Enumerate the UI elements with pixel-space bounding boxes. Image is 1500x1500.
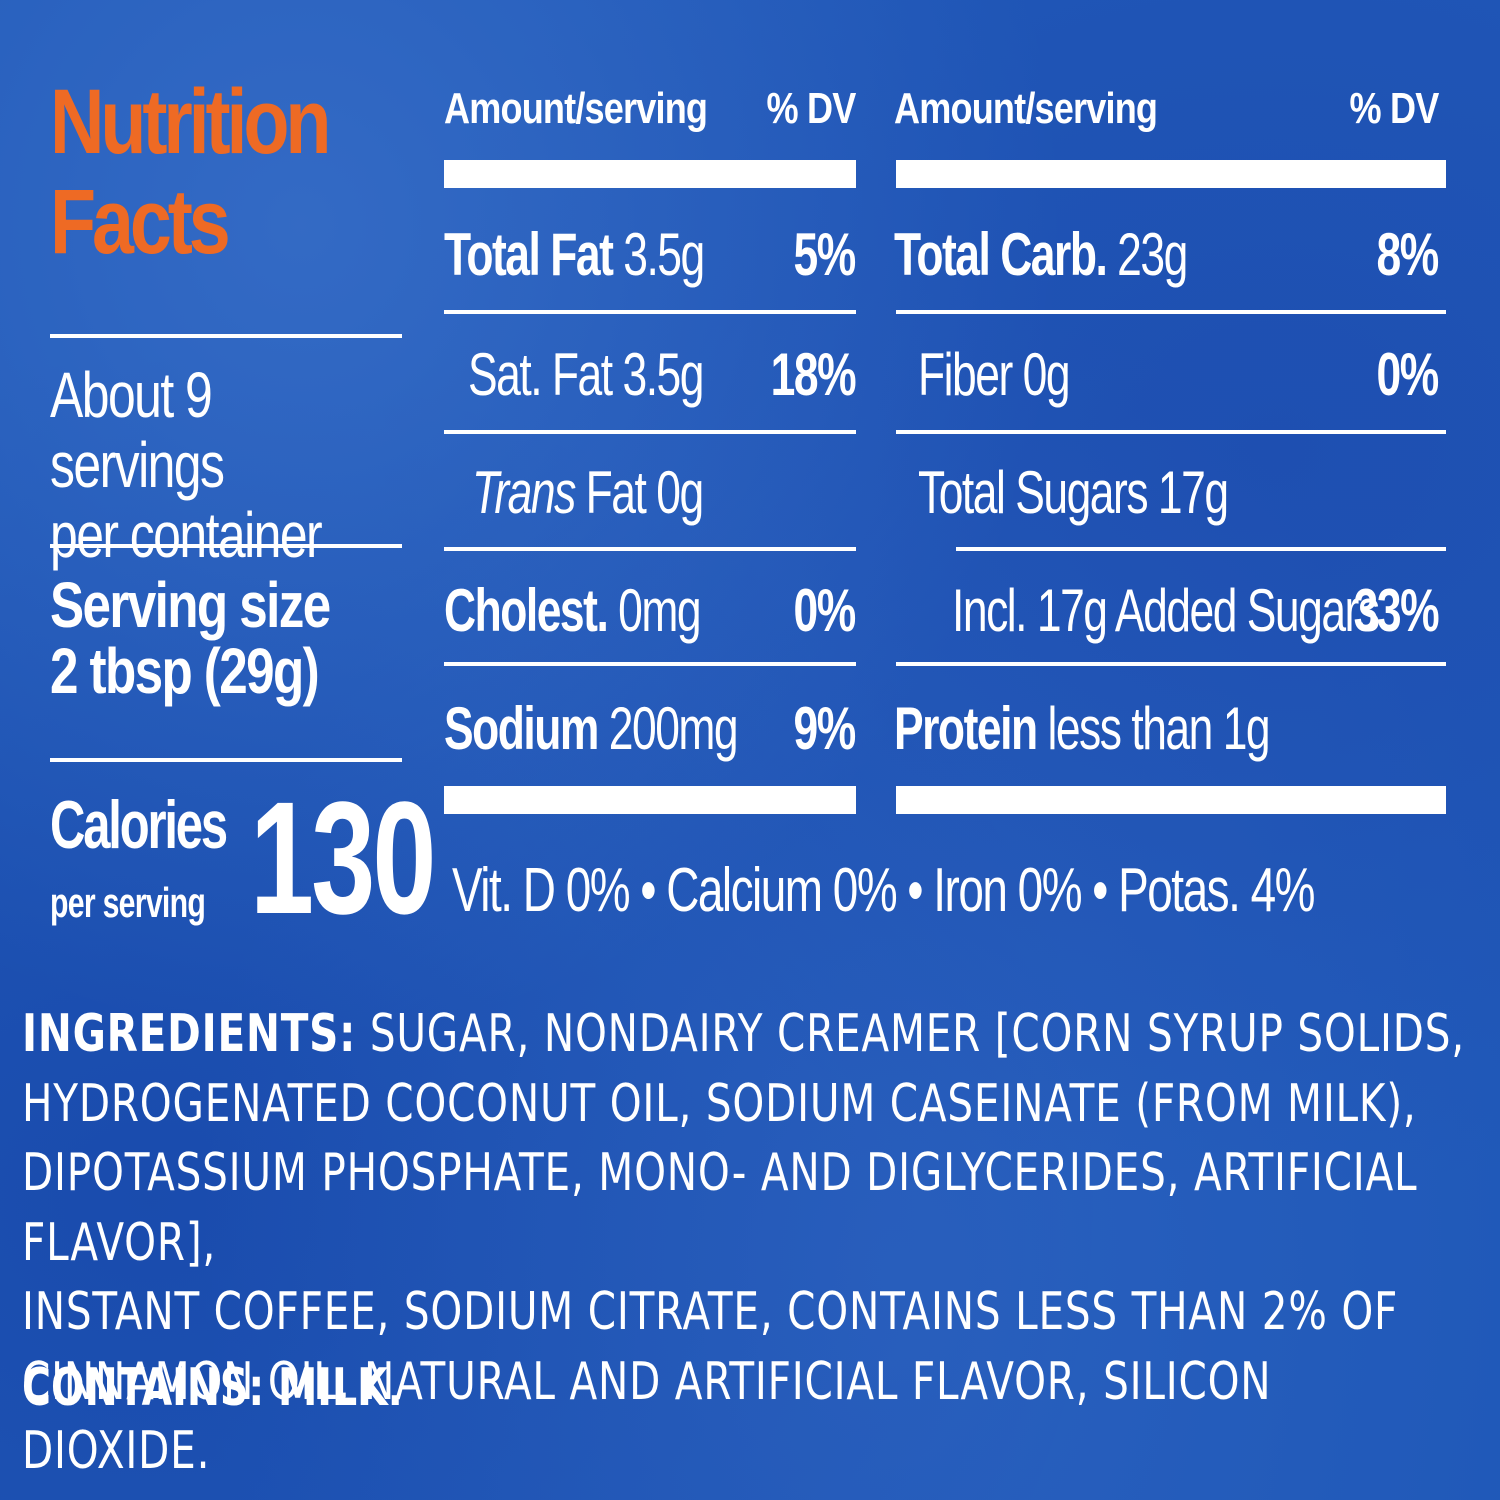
nutrient-name: Sodium [444, 695, 599, 762]
dv-total-fat: 5% [793, 221, 857, 288]
divider [444, 430, 856, 434]
row-total-sugars: Total Sugars 17g [918, 459, 1229, 526]
nutrient-amount: less than 1g [1047, 695, 1270, 762]
row-total-carb: Total Carb. 23g [894, 221, 1188, 288]
divider [896, 662, 1446, 666]
thick-divider [444, 786, 856, 814]
thick-divider [896, 160, 1446, 188]
ingredients-line: INGREDIENTS: SUGAR, NONDAIRY CREAMER [CO… [22, 1000, 1473, 1070]
dv-fiber: 0% [1376, 341, 1440, 408]
nutrient-name: Sat. Fat [468, 341, 613, 408]
row-sodium: Sodium 200mg [444, 695, 739, 762]
nutrient-name: Total Sugars [918, 459, 1149, 526]
dv-sat-fat: 18% [770, 341, 857, 408]
thick-divider [896, 786, 1446, 814]
row-trans-fat: Trans Fat 0g [472, 459, 704, 526]
nutrient-amount: 3.5g [622, 341, 704, 408]
nutrient-amount: 0mg [618, 577, 701, 644]
divider [896, 310, 1446, 314]
nutrient-name: Total Carb. [894, 221, 1108, 288]
nutrient-name: Fiber [918, 341, 1013, 408]
row-total-fat: Total Fat 3.5g [444, 221, 705, 288]
nutrient-name: Trans [472, 459, 576, 526]
dv-sodium: 9% [793, 695, 857, 762]
thick-divider [444, 160, 856, 188]
ingredients-list: INGREDIENTS: SUGAR, NONDAIRY CREAMER [CO… [22, 1000, 1473, 1487]
nutrient-name: Protein [894, 695, 1038, 762]
serving-size: Serving size 2 tbsp (29g) [50, 572, 386, 704]
nutrient-name: Cholest. [444, 577, 609, 644]
header-amount-right: Amount/serving [894, 84, 1158, 133]
title-line-2: Facts [50, 171, 231, 273]
ingredients-text: SUGAR, NONDAIRY CREAMER [CORN SYRUP SOLI… [369, 1004, 1465, 1064]
ingredients-line: DIPOTASSIUM PHOSPHATE, MONO- AND DIGLYCE… [22, 1143, 1418, 1273]
nutrient-name: Incl. 17g Added Sugars [952, 577, 1380, 644]
row-protein: Protein less than 1g [894, 695, 1271, 762]
header-dv-right: % DV [1349, 84, 1439, 133]
nutrient-amount: 200mg [608, 695, 739, 762]
header-amount-left: Amount/serving [444, 84, 708, 133]
dv-added-sugars: 33% [1353, 577, 1440, 644]
calories-sublabel: per serving [50, 879, 206, 926]
divider [50, 334, 402, 338]
dv-total-carb: 8% [1376, 221, 1440, 288]
nutrient-amount: Fat 0g [585, 459, 704, 526]
servings-per-container: About 9 servings per container [50, 360, 378, 570]
allergen-statement: CONTAINS: MILK. [22, 1358, 403, 1418]
dv-cholesterol: 0% [793, 577, 857, 644]
ingredients-line: CINNAMON OIL, NATURAL AND ARTIFICIAL FLA… [22, 1351, 1272, 1482]
vitamins-minerals: Vit. D 0% • Calcium 0% • Iron 0% • Potas… [452, 856, 1315, 925]
calories-label: Calories [50, 787, 228, 863]
divider [50, 758, 402, 762]
divider [956, 547, 1446, 551]
servings-line-2: per container [50, 499, 323, 571]
ingredients-line: INSTANT COFFEE, SODIUM CITRATE, CONTAINS… [22, 1282, 1399, 1342]
row-cholesterol: Cholest. 0mg [444, 577, 702, 644]
nutrient-amount: 23g [1117, 221, 1188, 288]
divider [444, 547, 856, 551]
row-added-sugars: Incl. 17g Added Sugars [952, 577, 1380, 644]
row-sat-fat: Sat. Fat 3.5g [468, 341, 704, 408]
row-fiber: Fiber 0g [918, 341, 1071, 408]
divider [50, 544, 402, 548]
divider [444, 310, 856, 314]
ingredients-line: HYDROGENATED COCONUT OIL, SODIUM CASEINA… [22, 1073, 1417, 1134]
ingredients-label: INGREDIENTS: [22, 1004, 357, 1064]
nutrient-amount: 0g [1022, 341, 1071, 408]
nutrient-amount: 17g [1157, 459, 1229, 526]
nutrition-facts-title: Nutrition Facts [50, 72, 353, 272]
calories-value: 130 [250, 768, 436, 947]
servings-line-1: About 9 servings [50, 359, 225, 501]
serving-size-label: Serving size [50, 569, 331, 641]
nutrient-amount: 3.5g [623, 221, 705, 288]
divider [444, 662, 856, 666]
header-dv-left: % DV [766, 84, 856, 133]
serving-size-value: 2 tbsp (29g) [50, 635, 320, 707]
title-line-1: Nutrition [50, 71, 331, 173]
divider [896, 430, 1446, 434]
nutrient-name: Total Fat [444, 221, 614, 288]
